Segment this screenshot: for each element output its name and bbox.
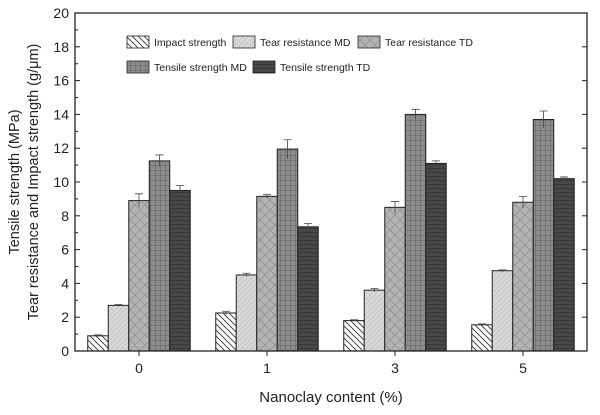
error-bar xyxy=(432,160,440,166)
x-tick-label: 3 xyxy=(391,360,399,376)
bar xyxy=(491,270,514,352)
bar xyxy=(87,335,109,352)
y-tick-label: 18 xyxy=(53,39,69,55)
y-tick-label: 14 xyxy=(53,106,69,122)
legend-swatch xyxy=(126,60,150,74)
x-tick-label: 1 xyxy=(263,360,271,376)
legend-swatch xyxy=(126,35,150,49)
y-tick-label: 12 xyxy=(53,140,69,156)
y-tick-label: 10 xyxy=(53,174,69,190)
error-bar xyxy=(519,195,527,209)
y-tick-label: 8 xyxy=(61,208,69,224)
bar xyxy=(215,312,237,352)
error-bar xyxy=(350,319,358,322)
error-bar xyxy=(222,310,230,315)
y-tick-label: 20 xyxy=(53,5,69,21)
error-bar xyxy=(560,176,568,181)
axes-layer: 0 1 3 5 0 2 4 6 8 10 12 14 16 18 20 xyxy=(53,5,588,376)
bar xyxy=(128,200,150,352)
bar xyxy=(169,189,191,352)
x-axis-label: Nanoclay content (%) xyxy=(259,389,402,406)
error-bar xyxy=(242,272,251,277)
error-bar xyxy=(411,108,420,120)
error-bar xyxy=(94,334,102,337)
error-bar xyxy=(135,193,143,208)
x-tick-label: 5 xyxy=(519,360,527,376)
y-tick-label: 6 xyxy=(61,242,69,258)
error-bar xyxy=(155,154,164,167)
y-tick-label: 2 xyxy=(61,309,69,325)
bar xyxy=(532,118,555,352)
bar xyxy=(363,289,386,352)
legend-label: Impact strength xyxy=(154,37,227,49)
y-axis-label-line1: Tensile strength (MPa) xyxy=(7,109,23,254)
bar xyxy=(297,226,319,352)
error-bar xyxy=(114,304,123,307)
error-bar xyxy=(263,194,271,199)
legend-swatch xyxy=(252,60,276,74)
bar xyxy=(276,148,299,352)
bar xyxy=(107,304,130,352)
legend-swatch xyxy=(357,35,381,49)
error-bar xyxy=(478,323,486,326)
y-tick-label: 16 xyxy=(53,73,69,89)
bar xyxy=(553,178,575,352)
bar xyxy=(235,274,258,352)
error-bar xyxy=(391,201,399,214)
legend: Impact strength Tear resistance MD Tear re… xyxy=(126,35,473,74)
x-tick-label: 0 xyxy=(135,360,143,376)
bar xyxy=(343,320,365,352)
bar xyxy=(384,206,406,352)
bar xyxy=(471,324,493,352)
bar xyxy=(404,113,427,352)
legend-label: Tear resistance MD xyxy=(260,37,351,49)
error-bar xyxy=(283,139,292,159)
bars-layer xyxy=(87,108,575,352)
error-bar xyxy=(370,288,379,292)
legend-label: Tensile strength TD xyxy=(280,62,371,74)
y-tick-label: 0 xyxy=(61,343,69,359)
bar xyxy=(425,162,447,352)
legend-label: Tensile strength MD xyxy=(154,62,247,74)
bar xyxy=(256,195,278,352)
bar xyxy=(148,160,171,352)
error-bar xyxy=(176,184,184,196)
legend-swatch xyxy=(232,35,256,49)
legend-label: Tear resistance TD xyxy=(385,37,473,49)
bar xyxy=(512,201,534,352)
y-axis-label-line2: Tear resistance and Impact strength (g/μ… xyxy=(26,44,42,321)
error-bar xyxy=(539,110,548,128)
error-bar xyxy=(304,223,312,231)
error-bar xyxy=(498,269,507,272)
y-tick-label: 4 xyxy=(61,275,69,291)
